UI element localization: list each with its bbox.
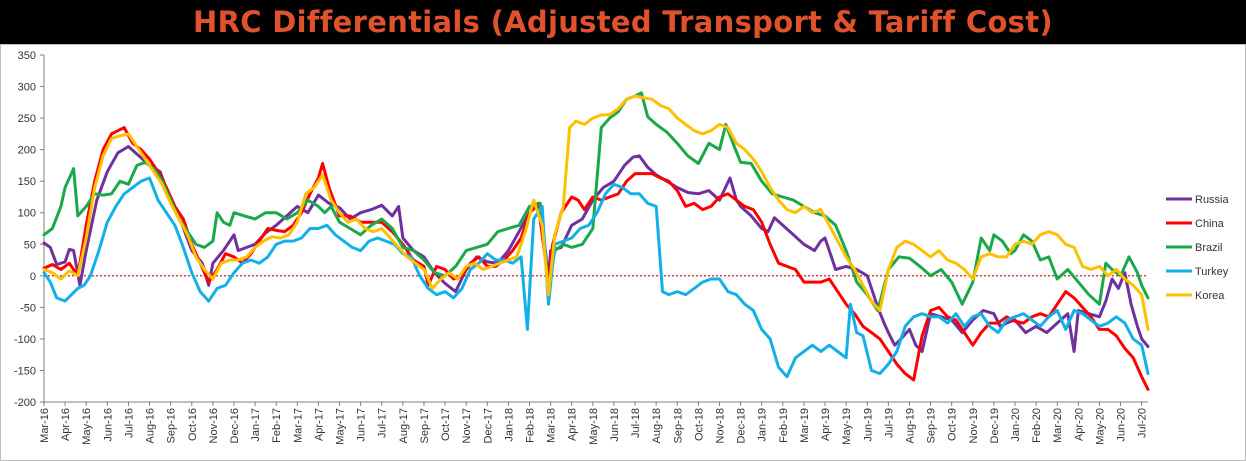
series-group [42, 91, 1150, 391]
x-tick-label: Apr-16 [60, 408, 72, 441]
x-tick-label: Nov-19 [968, 408, 980, 443]
x-tick-label: Jun-16 [102, 408, 114, 442]
x-tick-label: May-19 [841, 408, 853, 445]
x-tick-label: Feb-18 [525, 408, 537, 443]
x-tick-label: Jan-19 [757, 408, 769, 442]
x-tick-label: May-20 [1094, 408, 1106, 445]
legend-label-china: China [1195, 218, 1225, 230]
x-tick-label: Feb-20 [1031, 408, 1043, 443]
legend-label-brazil: Brazil [1195, 242, 1223, 254]
x-tick-label: Aug-18 [651, 408, 663, 443]
x-tick-label: May-16 [81, 408, 93, 445]
y-tick-label: -100 [14, 334, 36, 346]
chart-title: HRC Differentials (Adjusted Transport & … [193, 5, 1053, 39]
y-tick-label: 50 [24, 239, 36, 251]
x-tick-label: Jun-17 [356, 408, 368, 442]
y-tick-label: -200 [14, 397, 36, 409]
x-tick-label: Dec-18 [736, 408, 748, 443]
x-tick-label: Dec-19 [989, 408, 1001, 443]
x-tick-label: Aug-16 [145, 408, 157, 443]
x-tick-label: Apr-20 [1073, 408, 1085, 441]
x-tick-label: Jun-19 [862, 408, 874, 442]
x-tick-label: Mar-17 [292, 408, 304, 443]
x-tick-label: Sep-19 [926, 408, 938, 443]
series-line-korea [42, 94, 1150, 331]
x-tick-label: Jan-18 [503, 408, 515, 442]
x-tick-label: May-18 [588, 408, 600, 445]
y-tick-label: 0 [30, 271, 36, 283]
x-tick-label: Feb-19 [778, 408, 790, 443]
series-line-russia [42, 145, 1150, 353]
x-tick-label: Dec-16 [229, 408, 241, 443]
x-tick-label: Sep-18 [672, 408, 684, 443]
x-tick-label: Oct-19 [947, 408, 959, 441]
x-tick-label: Mar-16 [39, 408, 51, 443]
x-tick-label: Oct-18 [693, 408, 705, 441]
x-tick-label: Jun-18 [609, 408, 621, 442]
x-tick-label: Jul-17 [377, 408, 389, 438]
series-line-brazil [42, 91, 1150, 312]
series-line-turkey [42, 176, 1150, 379]
legend: Russia China Brazil Turkey Korea [1166, 194, 1230, 302]
x-tick-label: Oct-16 [187, 408, 199, 441]
y-tick-label: 350 [18, 50, 36, 62]
x-tick-label: Nov-17 [461, 408, 473, 443]
y-tick-label: 300 [18, 82, 36, 94]
x-tick-label: Mar-19 [799, 408, 811, 443]
x-tick-label: Aug-19 [904, 408, 916, 443]
x-tick-label: Aug-17 [398, 408, 410, 443]
x-tick-label: Mar-18 [546, 408, 558, 443]
x-tick-label: Jan-17 [250, 408, 262, 442]
y-tick-label: 100 [18, 208, 36, 220]
x-tick-label: Apr-19 [820, 408, 832, 441]
x-tick-label: Jan-20 [1010, 408, 1022, 442]
legend-label-korea: Korea [1195, 290, 1225, 302]
y-tick-label: -50 [20, 302, 36, 314]
legend-label-turkey: Turkey [1195, 266, 1229, 278]
title-banner [0, 0, 1246, 44]
x-tick-label: Apr-17 [313, 408, 325, 441]
x-tick-label: Jul-19 [883, 408, 895, 438]
y-tick-label: 200 [18, 145, 36, 157]
y-tick-label: 150 [18, 176, 36, 188]
x-tick-label: May-17 [335, 408, 347, 445]
x-axis: Mar-16 Apr-16 May-16 Jun-16 Jul-16 Aug-16 Sep-… [39, 401, 1149, 445]
x-tick-label: Feb-17 [271, 408, 283, 443]
x-tick-label: Apr-18 [567, 408, 579, 441]
x-tick-label: Nov-18 [714, 408, 726, 443]
x-tick-label: Jul-18 [630, 408, 642, 438]
legend-label-russia: Russia [1195, 194, 1230, 206]
x-tick-label: Sep-17 [419, 408, 431, 443]
line-chart: 350 300 250 200 150 100 50 0 -50 -100 -150 -200 Mar… [0, 44, 1246, 461]
y-tick-label: -150 [14, 365, 36, 377]
x-tick-label: Jun-20 [1116, 408, 1128, 442]
x-tick-label: Nov-16 [208, 408, 220, 443]
series-line-china [42, 126, 1150, 391]
y-tick-label: 250 [18, 113, 36, 125]
x-tick-label: Mar-20 [1052, 408, 1064, 443]
x-tick-label: Dec-17 [482, 408, 494, 443]
x-tick-label: Jul-16 [123, 408, 135, 438]
x-tick-label: Oct-17 [440, 408, 452, 441]
x-tick-label: Sep-16 [166, 408, 178, 443]
y-axis: 350 300 250 200 150 100 50 0 -50 -100 -150 -200 [14, 50, 45, 409]
x-tick-label: Jul-20 [1137, 408, 1149, 438]
